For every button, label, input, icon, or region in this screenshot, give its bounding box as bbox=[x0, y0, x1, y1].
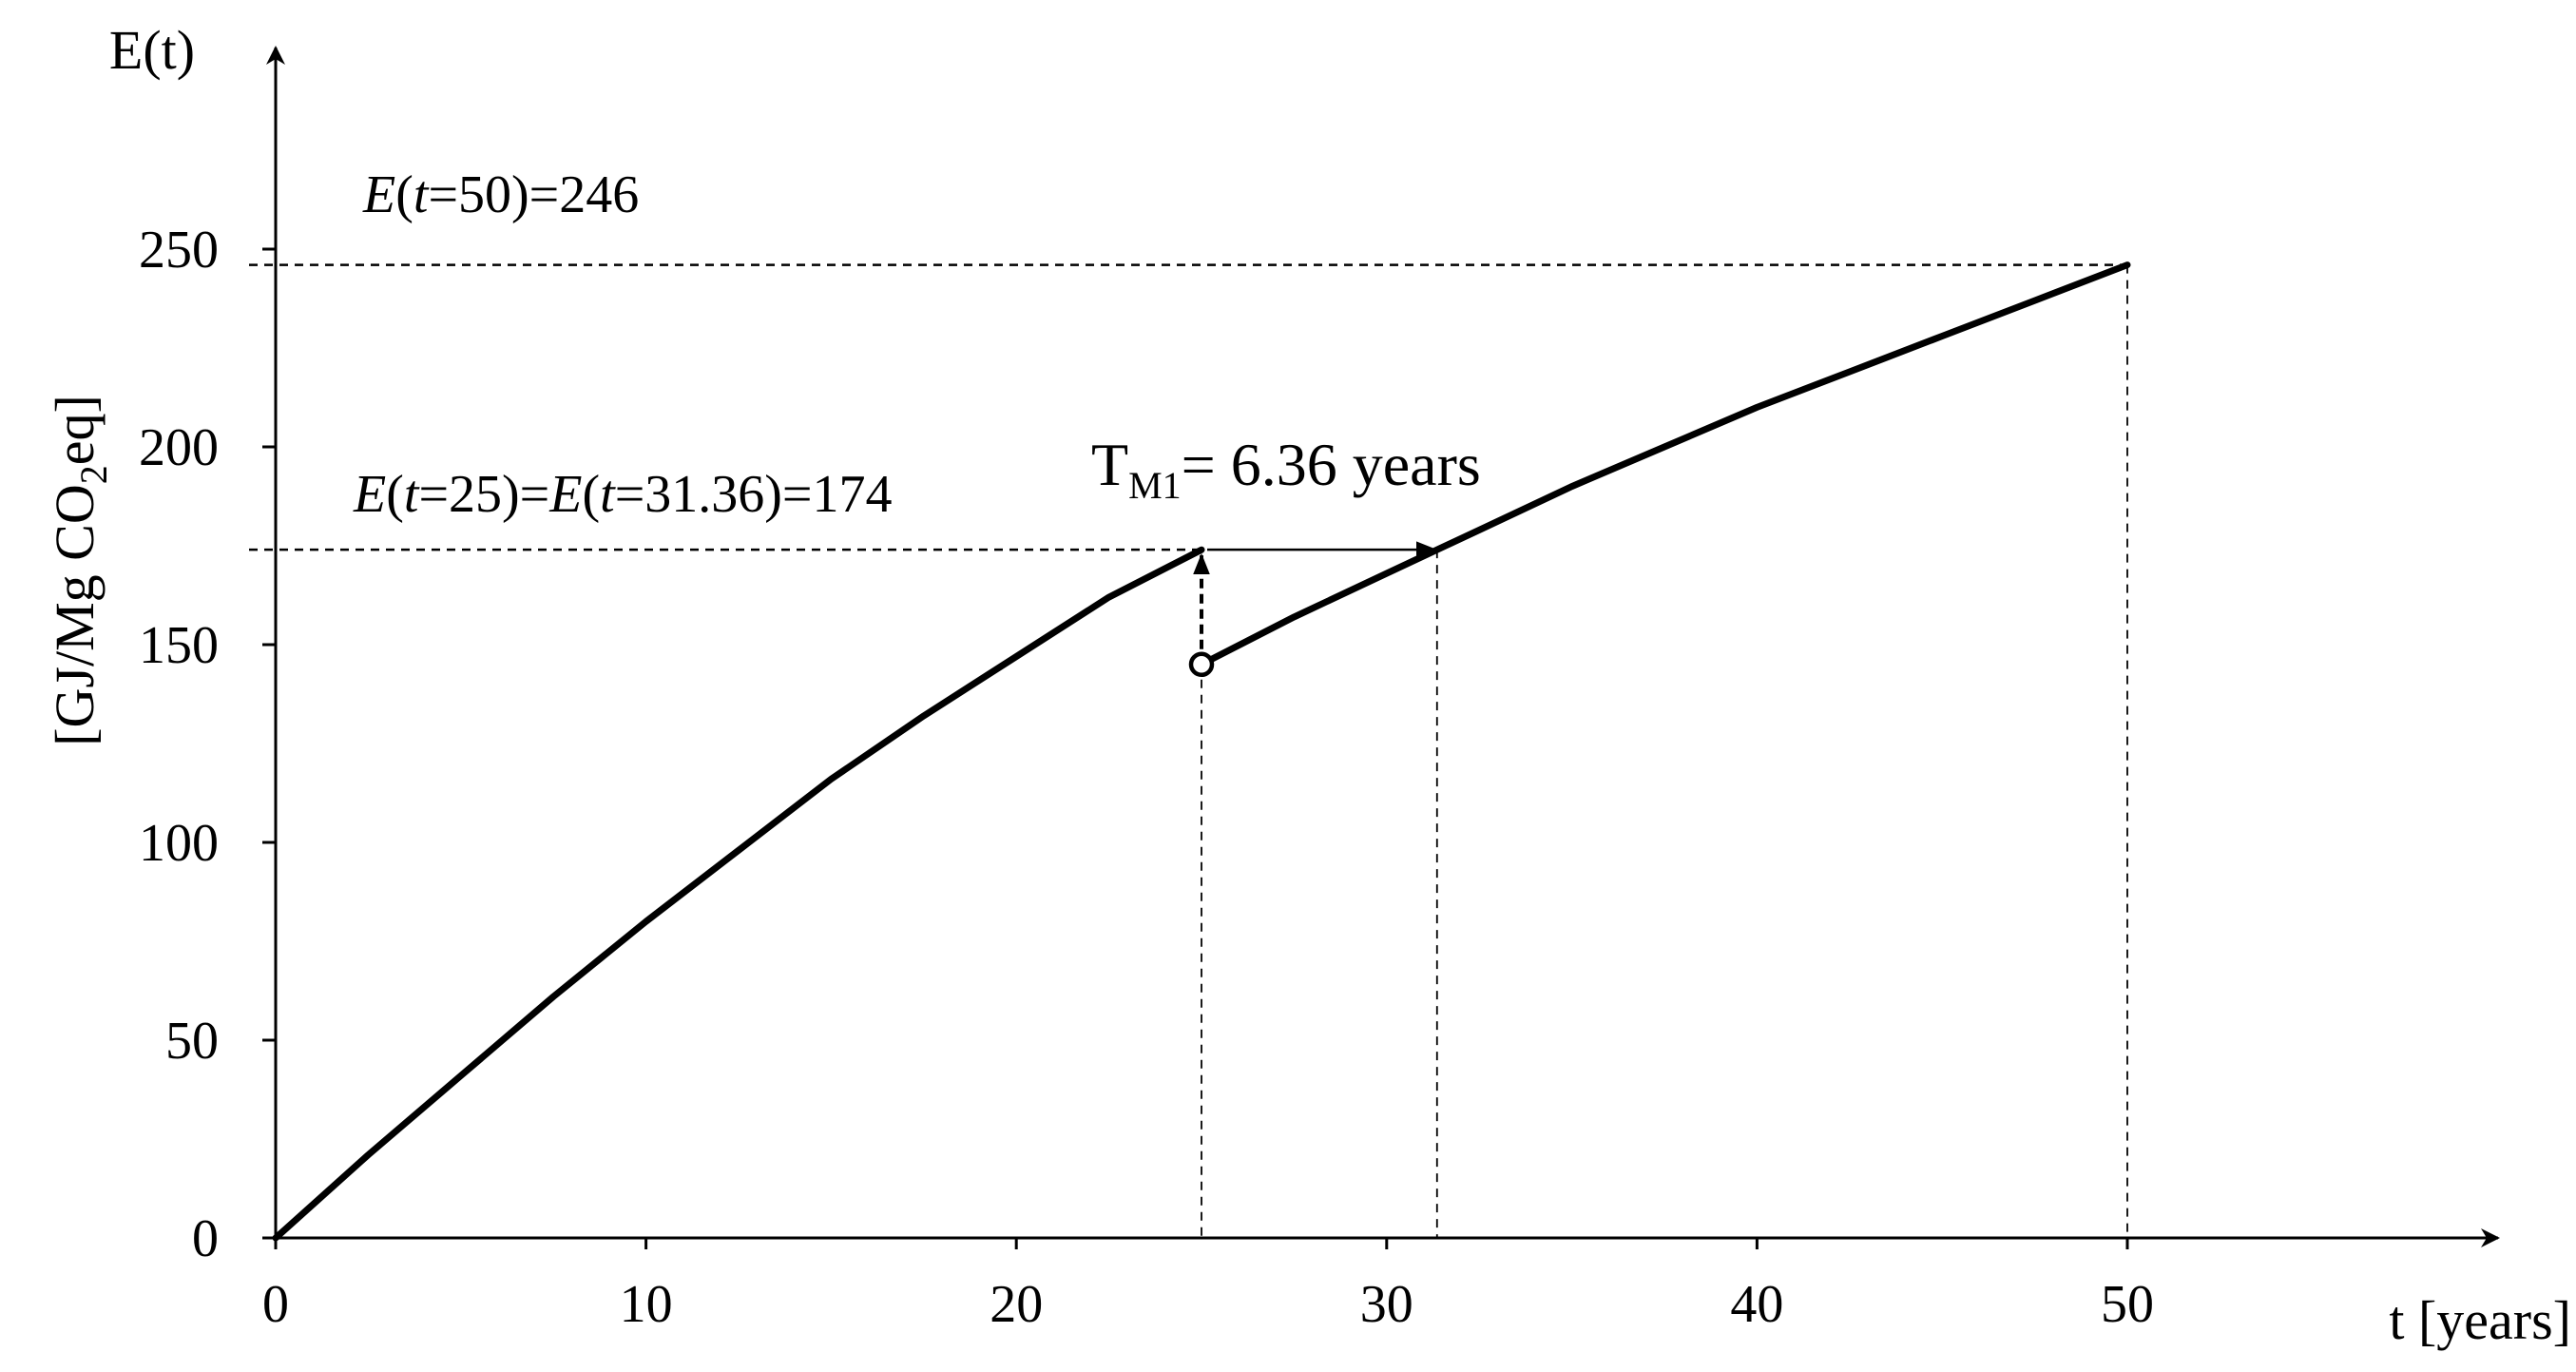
annot-e25-part: t bbox=[600, 465, 616, 524]
y-axis-title: E(t) bbox=[109, 19, 195, 81]
x-tick-label: 40 bbox=[1730, 1275, 1783, 1334]
annot-tm1-main: T bbox=[1091, 431, 1128, 498]
annot-e25-part: E bbox=[353, 465, 386, 524]
annot-e50-part: E bbox=[362, 165, 395, 224]
x-tick-label: 0 bbox=[262, 1275, 289, 1334]
annot-e25-part: =31.36)=174 bbox=[615, 465, 893, 524]
annot-e25-part: t bbox=[404, 465, 420, 524]
y-tick-label: 100 bbox=[139, 814, 219, 873]
y-units-main: [GJ/Mg CO bbox=[44, 484, 106, 746]
x-axis-title: t [years] bbox=[2389, 1289, 2571, 1351]
annot-e25-part: ( bbox=[582, 465, 600, 524]
plot-area: 0 10 20 30 40 50 0 50 100 150 200 250 E(t) [GJ/Mg CO2… bbox=[44, 19, 2571, 1351]
x-tick-label: 50 bbox=[2101, 1275, 2154, 1334]
y-tick-label: 250 bbox=[139, 221, 219, 280]
annot-e50-part: t bbox=[413, 165, 430, 224]
annot-e50-part: ( bbox=[395, 165, 413, 224]
y-tick-label: 200 bbox=[139, 418, 219, 477]
y-axis-units: [GJ/Mg CO2eq] bbox=[44, 395, 115, 746]
y-tick-label: 0 bbox=[192, 1209, 219, 1268]
y-units-tail: eq] bbox=[44, 395, 106, 465]
restart-point-marker bbox=[1188, 651, 1215, 678]
x-tick-label: 20 bbox=[990, 1275, 1043, 1334]
x-tick-label: 10 bbox=[620, 1275, 673, 1334]
annotation-e25: E(t=25)=E(t=31.36)=174 bbox=[353, 465, 893, 524]
annot-e25-part: ( bbox=[386, 465, 404, 524]
annot-e25-part: =25)= bbox=[418, 465, 549, 524]
series-line-after-maintenance bbox=[1198, 261, 2131, 668]
annot-e50-part: =50)=246 bbox=[428, 165, 639, 224]
annotation-e50: E(t=50)=246 bbox=[362, 165, 639, 224]
series-line-before-maintenance bbox=[272, 546, 1205, 1242]
y-tick-label: 50 bbox=[165, 1012, 219, 1071]
annot-e25-part: E bbox=[548, 465, 582, 524]
annot-tm1-subscript: M1 bbox=[1128, 464, 1182, 507]
y-tick-label: 150 bbox=[139, 616, 219, 675]
annotation-tm1: TM1= 6.36 years bbox=[1091, 431, 1481, 507]
annot-tm1-rest: = 6.36 years bbox=[1182, 431, 1481, 498]
y-units-subscript: 2 bbox=[72, 465, 115, 484]
x-tick-label: 30 bbox=[1360, 1275, 1413, 1334]
